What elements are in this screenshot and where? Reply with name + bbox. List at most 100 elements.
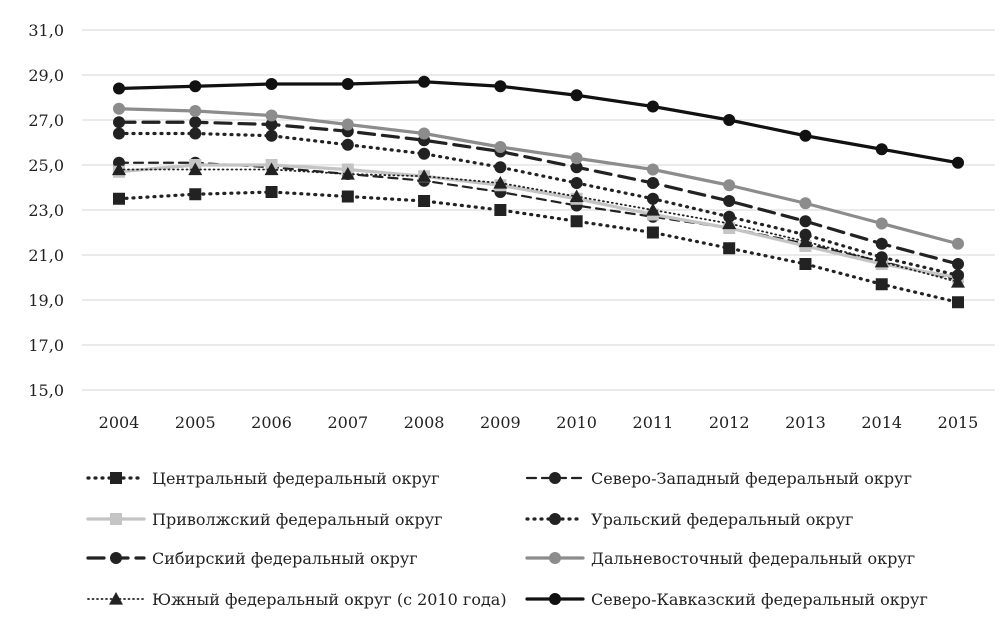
data-point bbox=[549, 513, 561, 525]
legend-label: Центральный федеральный округ bbox=[152, 469, 440, 488]
x-tick-label: 2011 bbox=[633, 413, 674, 432]
data-point bbox=[799, 215, 812, 228]
data-point bbox=[110, 513, 122, 525]
series-4 bbox=[113, 127, 964, 282]
x-tick-label: 2006 bbox=[251, 413, 292, 432]
legend-item: Центральный федеральный округ bbox=[86, 469, 440, 488]
series-2 bbox=[113, 156, 964, 286]
x-tick-label: 2013 bbox=[785, 413, 826, 432]
series-line bbox=[117, 107, 960, 246]
x-tick-label: 2009 bbox=[480, 413, 521, 432]
data-point bbox=[494, 161, 507, 174]
data-point bbox=[799, 197, 812, 210]
data-point bbox=[570, 152, 583, 165]
data-point bbox=[113, 82, 125, 95]
data-point bbox=[799, 258, 812, 270]
data-point bbox=[265, 78, 278, 90]
data-point bbox=[570, 215, 583, 228]
data-point bbox=[952, 296, 964, 309]
legend-item: Южный федеральный округ (с 2010 года) bbox=[87, 590, 507, 609]
series-6 bbox=[113, 102, 964, 250]
series-7 bbox=[112, 162, 965, 288]
series-line bbox=[117, 131, 960, 277]
data-point bbox=[494, 141, 507, 153]
data-point bbox=[951, 275, 965, 288]
data-point bbox=[188, 162, 203, 176]
series-line bbox=[117, 120, 960, 266]
data-point bbox=[952, 258, 964, 270]
data-point bbox=[341, 138, 354, 151]
legend-item: Дальневосточный федеральный округ bbox=[525, 549, 915, 568]
y-tick-label: 21,0 bbox=[28, 246, 64, 265]
data-point bbox=[264, 162, 279, 176]
data-point bbox=[109, 592, 123, 605]
x-tick-label: 2005 bbox=[175, 413, 216, 432]
data-point bbox=[113, 192, 125, 205]
data-point bbox=[549, 593, 561, 605]
y-tick-label: 25,0 bbox=[28, 156, 64, 175]
legend-item: Северо-Кавказский федеральный округ bbox=[525, 590, 928, 609]
legend-label: Дальневосточный федеральный округ bbox=[591, 549, 915, 568]
data-point bbox=[549, 472, 561, 484]
data-point bbox=[417, 169, 432, 182]
data-point bbox=[265, 129, 278, 142]
data-point bbox=[189, 188, 202, 201]
series-5 bbox=[113, 116, 964, 270]
data-point bbox=[189, 80, 202, 93]
series-line bbox=[117, 161, 960, 281]
series-line bbox=[118, 168, 959, 283]
x-tick-label: 2012 bbox=[709, 413, 750, 432]
legend-label: Северо-Западный федеральный округ bbox=[591, 469, 912, 488]
data-point bbox=[113, 127, 125, 140]
data-point bbox=[341, 78, 354, 90]
data-point bbox=[341, 190, 354, 203]
y-tick-label: 31,0 bbox=[28, 21, 64, 40]
data-point bbox=[646, 177, 659, 189]
data-point bbox=[418, 127, 431, 140]
data-point bbox=[113, 116, 125, 129]
data-point bbox=[113, 102, 125, 115]
data-point bbox=[340, 167, 355, 180]
data-point bbox=[723, 242, 736, 255]
data-point bbox=[646, 192, 659, 205]
data-point bbox=[722, 216, 737, 230]
data-point bbox=[110, 552, 122, 564]
series-line bbox=[117, 163, 960, 280]
series-line bbox=[117, 80, 960, 165]
data-point bbox=[874, 254, 889, 268]
legend-label: Приволжский федеральный округ bbox=[152, 510, 443, 529]
data-point bbox=[110, 472, 122, 484]
legend-item: Сибирский федеральный округ bbox=[86, 549, 418, 568]
series-lines bbox=[112, 75, 965, 309]
data-point bbox=[646, 100, 659, 113]
data-point bbox=[952, 156, 964, 169]
data-point bbox=[799, 129, 812, 142]
data-point bbox=[418, 75, 431, 88]
y-tick-label: 23,0 bbox=[28, 201, 64, 220]
data-point bbox=[875, 217, 888, 230]
data-point bbox=[265, 109, 278, 122]
y-tick-label: 15,0 bbox=[28, 381, 64, 400]
y-tick-label: 29,0 bbox=[28, 66, 64, 85]
y-tick-label: 19,0 bbox=[28, 291, 64, 310]
legend-item: Приволжский федеральный округ bbox=[86, 510, 443, 529]
data-point bbox=[723, 195, 736, 207]
series-3 bbox=[113, 159, 964, 284]
legend-label: Северо-Кавказский федеральный округ bbox=[591, 590, 928, 609]
legend-label: Сибирский федеральный округ bbox=[152, 549, 418, 568]
data-point bbox=[189, 105, 202, 117]
data-point bbox=[494, 80, 507, 93]
x-tick-label: 2004 bbox=[99, 413, 140, 432]
data-point bbox=[112, 162, 126, 176]
data-point bbox=[646, 163, 659, 176]
x-tick-label: 2007 bbox=[327, 413, 368, 432]
series-1 bbox=[113, 186, 964, 309]
legend-item: Уральский федеральный округ bbox=[525, 510, 853, 529]
data-point bbox=[418, 195, 431, 207]
data-point bbox=[875, 237, 888, 250]
x-tick-label: 2008 bbox=[404, 413, 445, 432]
data-point bbox=[265, 186, 278, 198]
x-axis: 2004 2005 2006 2007 2008 2009 2010 2011 2012 2013… bbox=[99, 413, 979, 432]
data-point bbox=[645, 203, 660, 216]
